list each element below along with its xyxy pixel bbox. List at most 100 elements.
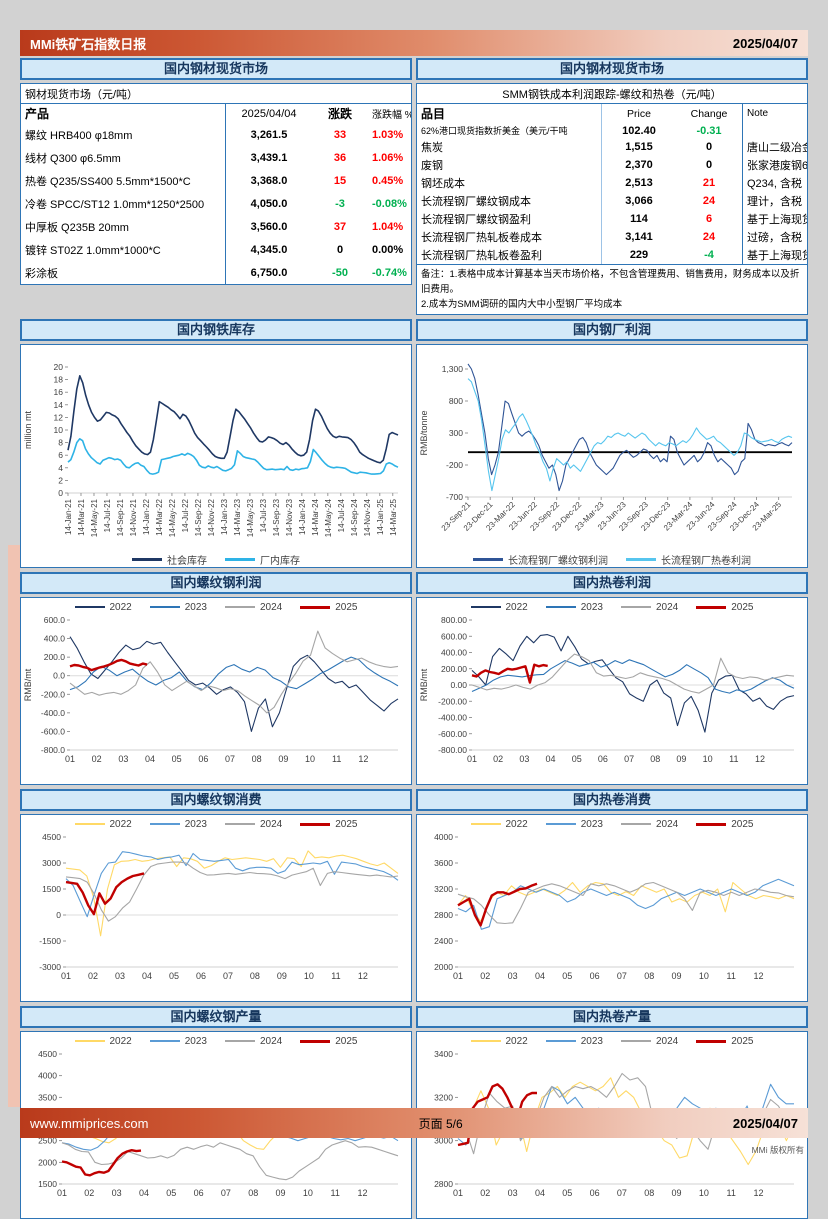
svg-text:-200: -200 <box>446 460 463 470</box>
chart-legend: 2022 2023 2024 2025 <box>22 600 410 614</box>
svg-text:07: 07 <box>223 971 233 981</box>
col-item: 品目 <box>421 107 446 121</box>
svg-text:14-Jul-22: 14-Jul-22 <box>181 498 190 532</box>
legend-label: 2024 <box>656 1035 679 1047</box>
svg-text:-600.00: -600.00 <box>438 729 467 739</box>
svg-text:08: 08 <box>252 754 262 764</box>
legend-item: 2023 <box>149 601 207 613</box>
table-cell: 1.03% <box>372 128 404 141</box>
svg-text:-200.00: -200.00 <box>438 696 467 706</box>
svg-text:6: 6 <box>58 450 63 460</box>
svg-text:RMB/mt: RMB/mt <box>23 668 33 701</box>
legend-item: 2025 <box>696 819 754 830</box>
footnote-line: 备注：1.表格中成本计算基本当天市场价格，不包含管理费用、销售费用，财务成本以及… <box>421 269 800 295</box>
chart-legend <box>22 347 410 361</box>
table-cell: 102.40 <box>601 123 676 138</box>
legend-swatch <box>621 822 651 826</box>
chart-title: 国内热卷产量 <box>572 1009 651 1024</box>
table-cell: 24 <box>702 231 716 243</box>
section-header: 国内钢铁库存 <box>20 319 412 341</box>
table-cell: 3,261.5 <box>225 123 312 146</box>
svg-text:-400.0: -400.0 <box>41 708 65 718</box>
line-chart-hrc-consumption: 2000 2400 2800 3200 3600 4000 01 02 03 04 05 06 07 08… <box>434 832 795 981</box>
legend-item: 长流程钢厂螺纹钢利润 <box>473 552 608 567</box>
legend-label: 2025 <box>731 601 754 613</box>
svg-text:10: 10 <box>699 971 709 981</box>
svg-text:3200: 3200 <box>434 1092 453 1102</box>
svg-text:0: 0 <box>56 910 61 920</box>
svg-text:600.00: 600.00 <box>441 631 467 641</box>
table-cell: 热卷 Q235/SS400 5.5mm*1500*C <box>25 175 191 188</box>
legend-swatch <box>696 822 727 826</box>
table-cell: 张家港废钢6mm，不含税 <box>742 156 807 174</box>
legend-label: 2025 <box>335 1035 358 1047</box>
table-cell: 长流程钢厂热轧板卷盈利 <box>421 250 542 262</box>
table-cell: 4,050.0 <box>225 192 312 215</box>
svg-text:04: 04 <box>145 754 155 764</box>
table-cell: 3,066 <box>601 192 676 210</box>
svg-text:14-Mar-22: 14-Mar-22 <box>155 498 164 535</box>
svg-text:3600: 3600 <box>434 858 453 868</box>
svg-text:08: 08 <box>650 754 660 764</box>
table-cell: 21 <box>702 177 716 189</box>
svg-text:01: 01 <box>57 1188 67 1198</box>
table-cell: 15 <box>333 174 347 187</box>
svg-text:14-Jul-24: 14-Jul-24 <box>337 498 346 532</box>
svg-text:04: 04 <box>142 971 152 981</box>
svg-text:04: 04 <box>535 1188 545 1198</box>
chart-legend: 2022 2023 2024 2025 <box>418 817 806 831</box>
svg-text:05: 05 <box>572 754 582 764</box>
legend-swatch <box>470 822 501 826</box>
table-footnotes: 备注：1.表格中成本计算基本当天市场价格，不包含管理费用、销售费用，财务成本以及… <box>417 264 807 314</box>
svg-text:1500: 1500 <box>38 1179 57 1189</box>
legend-label: 2023 <box>184 818 207 830</box>
table-cell: 2,370 <box>601 156 676 174</box>
legend-swatch <box>225 605 255 609</box>
table-row: 62%港口现货指数折美金（美元/干吨 102.40 -0.31 <box>417 123 807 138</box>
svg-text:01: 01 <box>453 1188 463 1198</box>
table-row: 长流程钢厂螺纹钢盈利 114 6 基于上海现货价格，含税 <box>417 210 807 228</box>
svg-text:14-May-24: 14-May-24 <box>324 498 333 537</box>
table-row: 螺纹 HRB400 φ18mm 3,261.5 33 1.03% <box>21 123 411 146</box>
svg-text:14-Sep-22: 14-Sep-22 <box>194 498 203 536</box>
legend-swatch <box>470 605 501 609</box>
chart-legend <box>418 769 806 784</box>
legend-label: 2023 <box>184 601 207 613</box>
legend-swatch <box>225 1039 255 1043</box>
svg-text:14-Mar-25: 14-Mar-25 <box>389 498 398 535</box>
svg-text:14-Mar-24: 14-Mar-24 <box>311 498 320 535</box>
col-note: Note <box>742 104 807 123</box>
legend-label: 2022 <box>109 601 132 613</box>
legend-label: 2025 <box>731 1035 754 1047</box>
col-change-pct: 涨跌幅 % <box>372 110 411 121</box>
legend-item: 社会库存 <box>132 552 207 567</box>
table-cell: 24 <box>702 195 716 207</box>
legend-swatch <box>696 605 727 609</box>
table-cell: 3,141 <box>601 228 676 246</box>
table-cell: 0 <box>705 159 713 171</box>
panel-spot-market-left: 国内钢材现货市场 钢材现货市场（元/吨） 产品 2025/04/04 涨跌 涨跌… <box>20 58 412 315</box>
svg-text:01: 01 <box>65 754 75 764</box>
table-cell: 37 <box>333 220 347 233</box>
table-cell: 0 <box>705 141 713 153</box>
table-row: 中厚板 Q235B 20mm 3,560.0 37 1.04% <box>21 215 411 238</box>
svg-text:3200: 3200 <box>434 884 453 894</box>
svg-text:14-Jan-25: 14-Jan-25 <box>376 498 385 535</box>
legend-label: 2022 <box>505 1035 528 1047</box>
svg-text:03: 03 <box>118 754 128 764</box>
svg-text:14-Mar-23: 14-Mar-23 <box>233 498 242 535</box>
legend-label: 2024 <box>260 1035 283 1047</box>
legend-swatch <box>149 1039 180 1043</box>
svg-text:14-Sep-24: 14-Sep-24 <box>350 498 359 536</box>
svg-text:09: 09 <box>278 754 288 764</box>
legend-item: 2024 <box>621 819 678 830</box>
svg-text:million mt: million mt <box>23 411 33 450</box>
svg-text:08: 08 <box>248 1188 258 1198</box>
svg-text:-800.00: -800.00 <box>438 745 467 755</box>
svg-text:01: 01 <box>467 754 477 764</box>
svg-text:05: 05 <box>172 754 182 764</box>
legend-swatch <box>149 822 180 826</box>
table-cell: 焦炭 <box>421 142 443 154</box>
chart-legend <box>418 347 806 361</box>
website-link[interactable]: www.mmiprices.com <box>30 1115 149 1131</box>
